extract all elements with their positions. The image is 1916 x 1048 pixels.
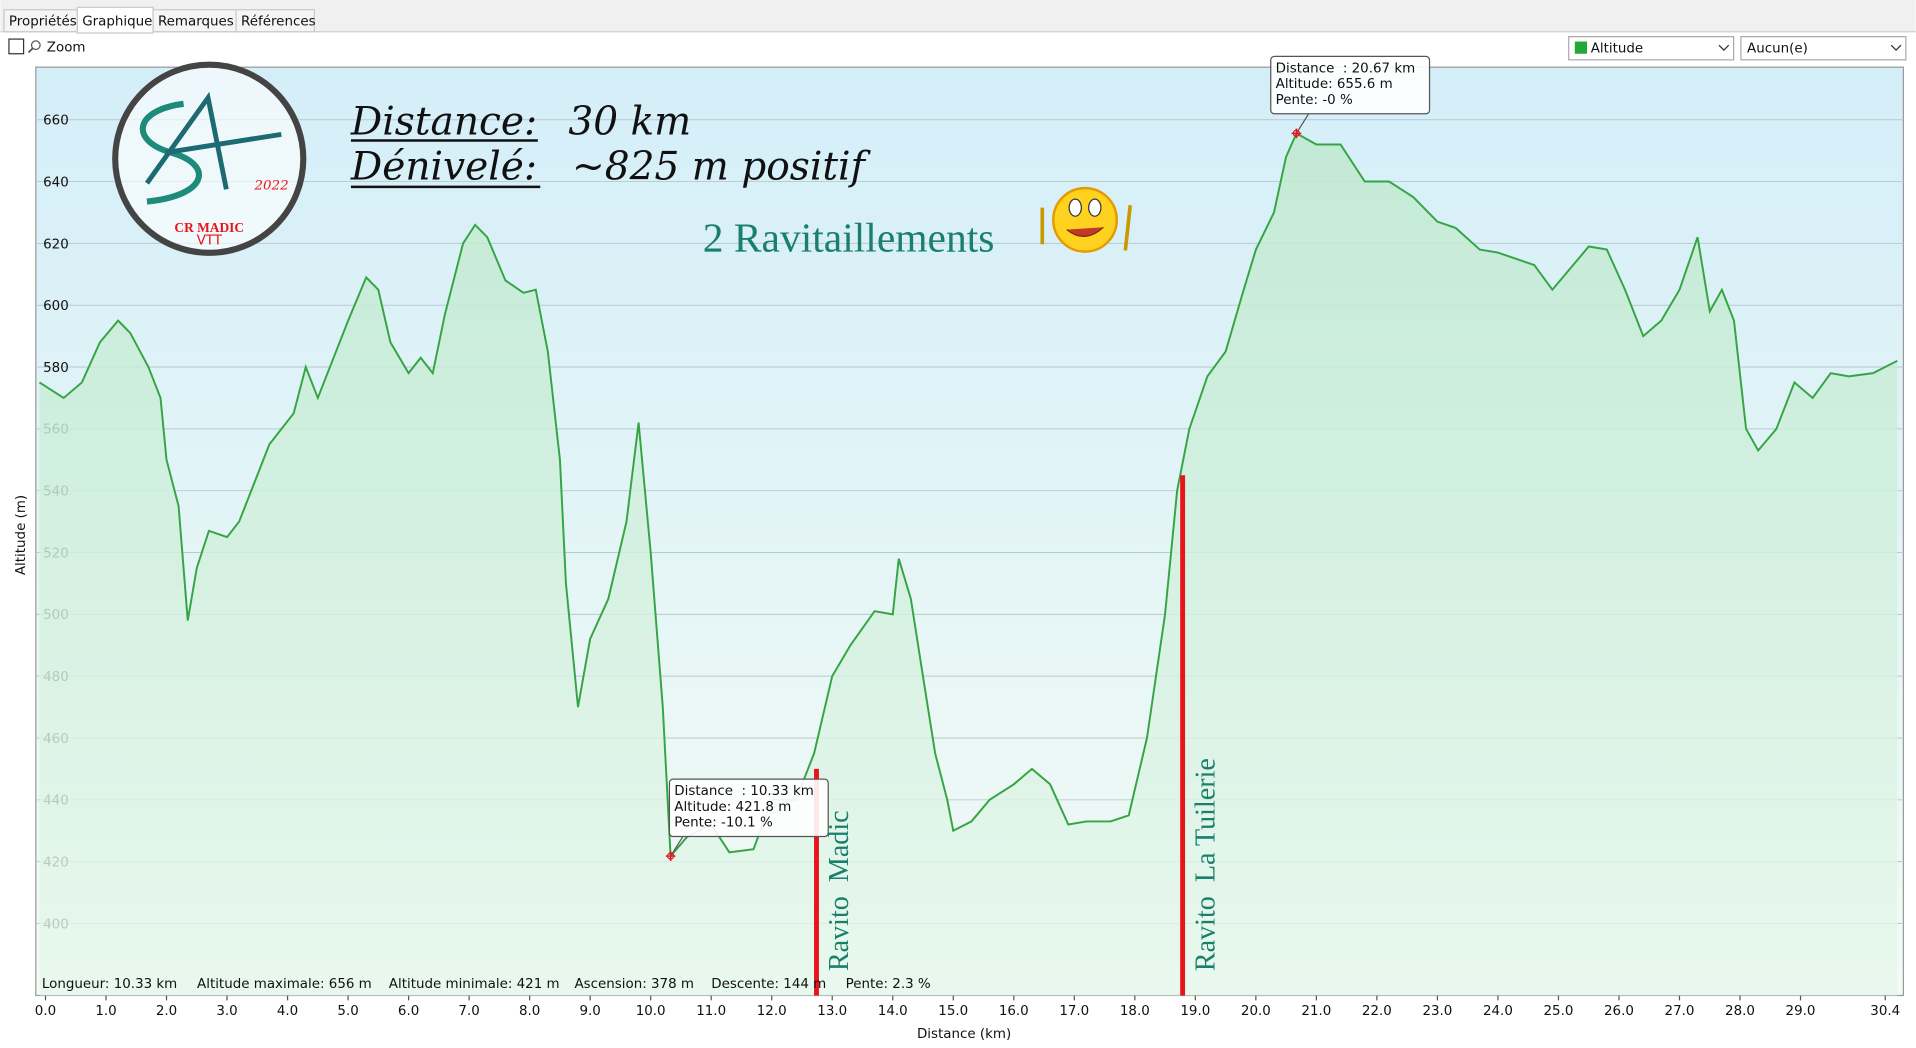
- emoji-mouth: [1066, 226, 1104, 237]
- x-tick-label: 10.0: [636, 1004, 666, 1019]
- distance-label: Distance:: [350, 99, 537, 144]
- x-tick-label: 28.0: [1725, 1004, 1755, 1019]
- tab-label[interactable]: Propriétés: [9, 14, 77, 30]
- tab-label[interactable]: Graphique: [82, 15, 152, 30]
- logo-year: 2022: [253, 178, 288, 193]
- tooltip-text: Altitude: 421.8 m: [674, 800, 791, 815]
- x-tick-label: 5.0: [337, 1004, 358, 1019]
- x-tick-label: 22.0: [1362, 1004, 1392, 1019]
- x-tick-label: 4.0: [277, 1004, 298, 1019]
- x-tick-label: 27.0: [1665, 1004, 1695, 1019]
- logo-name: CR MADIC: [174, 220, 244, 235]
- x-tick-label: 30.4: [1870, 1004, 1900, 1019]
- series-color: [1574, 41, 1588, 54]
- x-axis-title: Distance (km): [917, 1027, 1011, 1042]
- tooltip-text: Pente: -0 %: [1276, 93, 1353, 108]
- dropdown-arrow: [1890, 44, 1902, 51]
- y-tick-label: 600: [43, 299, 69, 314]
- tooltip-pointer: [1295, 113, 1310, 134]
- x-tick-label: 0.0: [35, 1004, 56, 1019]
- y-tick-label: 640: [43, 175, 69, 190]
- stat-text: Altitude minimale: 421 m: [389, 977, 560, 992]
- x-tick-label: 12.0: [757, 1004, 787, 1019]
- x-tick-label: 17.0: [1059, 1004, 1089, 1019]
- y-axis-title: Altitude (m): [14, 495, 29, 575]
- stat-text: Descente: 144 m: [711, 977, 826, 992]
- y-tick-label: 660: [43, 114, 69, 129]
- x-tick-label: 21.0: [1301, 1004, 1331, 1019]
- tab[interactable]: [235, 9, 315, 33]
- x-tick-label: 11.0: [696, 1004, 726, 1019]
- emoji-face: [1052, 186, 1119, 253]
- tooltip-text: Pente: -10.1 %: [674, 816, 773, 831]
- tooltip-point-ring: [1292, 129, 1301, 137]
- tooltip-text: Distance : 10.33 km: [674, 784, 814, 799]
- x-tick-label: 14.0: [878, 1004, 908, 1019]
- x-tick-label: 7.0: [458, 1004, 479, 1019]
- denivele-value: ~825 m positif: [572, 145, 872, 190]
- y-tick-label: 580: [43, 361, 69, 376]
- dropdown[interactable]: [1740, 36, 1907, 61]
- tab-bar: [0, 0, 1916, 32]
- stat-text: Ascension: 378 m: [574, 977, 694, 992]
- x-tick-label: 9.0: [579, 1004, 600, 1019]
- logo-sub: VTT: [197, 233, 223, 248]
- x-tick-label: 18.0: [1120, 1004, 1150, 1019]
- x-tick-label: 13.0: [817, 1004, 847, 1019]
- x-tick-label: 25.0: [1543, 1004, 1573, 1019]
- ravito-label: Ravito Madic: [824, 810, 855, 971]
- x-tick-label: 16.0: [999, 1004, 1029, 1019]
- zoom-label[interactable]: Zoom: [47, 40, 86, 55]
- tooltip-text: Distance : 20.67 km: [1276, 61, 1416, 76]
- tooltip-pointer: [670, 836, 684, 857]
- elevation-area: [39, 133, 1898, 996]
- x-tick-label: 26.0: [1604, 1004, 1634, 1019]
- y-tick-label: 620: [43, 237, 69, 252]
- stat-text: Longueur: 10.33 km: [42, 977, 177, 992]
- plot: 4004204404604805005205405605806006206406…: [35, 55, 1904, 1019]
- denivele-label: Dénivelé:: [350, 145, 537, 190]
- stat-text: Pente: 2.3 %: [846, 977, 931, 992]
- elevation-line: [38, 132, 1898, 859]
- tooltip-text: Altitude: 655.6 m: [1276, 77, 1393, 92]
- zoom-icon: [27, 47, 34, 54]
- x-tick-label: 1.0: [95, 1004, 116, 1019]
- x-tick-label: 15.0: [938, 1004, 968, 1019]
- ravitaillements-title: 2 Ravitaillements: [703, 215, 995, 261]
- x-tick-label: 29.0: [1786, 1004, 1816, 1019]
- tooltip-point-ring: [666, 852, 675, 860]
- tab-label[interactable]: Remarques: [158, 15, 234, 30]
- x-tick-label: 2.0: [156, 1004, 177, 1019]
- dropdown-text[interactable]: Altitude: [1591, 42, 1643, 57]
- stat-text: Altitude maximale: 656 m: [197, 977, 372, 992]
- distance-value: 30 km: [568, 99, 691, 144]
- x-tick-label: 8.0: [519, 1004, 540, 1019]
- dropdown-text[interactable]: Aucun(e): [1747, 42, 1808, 57]
- tab-label[interactable]: Références: [241, 14, 316, 30]
- dropdown-arrow: [1718, 44, 1730, 51]
- logo-a: [144, 91, 282, 190]
- x-tick-label: 24.0: [1483, 1004, 1513, 1019]
- emoji-knife: [1123, 205, 1133, 251]
- emoji-eye: [1068, 198, 1082, 217]
- zoom-icon: [30, 40, 41, 51]
- emoji-eye: [1088, 198, 1102, 217]
- dropdown[interactable]: [1568, 36, 1735, 61]
- zoom-checkbox[interactable]: [8, 38, 25, 55]
- x-tick-label: 20.0: [1241, 1004, 1271, 1019]
- ravito-label: Ravito La Tuilerie: [1190, 758, 1221, 971]
- x-tick-label: 3.0: [216, 1004, 237, 1019]
- tabs: Propriétés Graphique Remarques Références: [3, 6, 316, 34]
- tooltip-box: [668, 778, 829, 838]
- x-tick-label: 6.0: [398, 1004, 419, 1019]
- x-tick-label: 23.0: [1422, 1004, 1452, 1019]
- tooltip-box: [1270, 55, 1431, 115]
- x-tick-label: 19.0: [1180, 1004, 1210, 1019]
